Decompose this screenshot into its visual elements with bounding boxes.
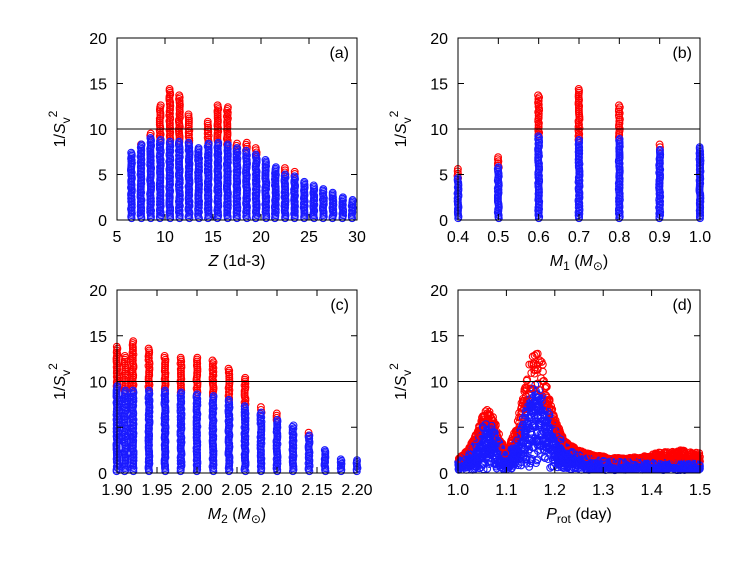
y-tick-label: 5	[98, 420, 107, 437]
x-tick-label: 0.7	[568, 229, 590, 246]
y-axis-label: 1/Sv2	[46, 110, 73, 147]
x-tick-label: 1.0	[689, 229, 711, 246]
x-tick-label: 15	[204, 229, 222, 246]
x-tick-label: 2.20	[341, 482, 372, 499]
x-tick-label: 30	[348, 229, 366, 246]
x-axis-label: M2 (M⊙)	[208, 506, 267, 526]
x-tick-label: 1.90	[101, 482, 132, 499]
data-points	[128, 86, 356, 222]
panel-label: (c)	[330, 297, 349, 314]
x-tick-label: 5	[113, 229, 122, 246]
y-tick-label: 0	[98, 213, 107, 230]
x-axis-label: M1 (M⊙)	[550, 253, 609, 273]
y-tick-label: 10	[89, 375, 107, 392]
y-tick-label: 15	[89, 329, 107, 346]
x-tick-label: 0.9	[649, 229, 671, 246]
x-tick-label: 2.15	[301, 482, 332, 499]
x-axis-label: Z (1d-3)	[208, 253, 266, 270]
y-tick-label: 0	[98, 466, 107, 483]
y-tick-label: 5	[439, 168, 448, 185]
x-tick-label: 0.6	[528, 229, 550, 246]
y-tick-label: 15	[430, 77, 448, 94]
x-tick-label: 2.05	[221, 482, 252, 499]
data-points	[455, 350, 703, 473]
x-tick-label: 25	[300, 229, 318, 246]
y-tick-label: 0	[439, 213, 448, 230]
x-tick-label: 2.00	[181, 482, 212, 499]
y-tick-label: 5	[98, 168, 107, 185]
x-tick-label: 1.95	[141, 482, 172, 499]
y-tick-label: 10	[89, 122, 107, 139]
x-tick-label: 20	[252, 229, 270, 246]
x-tick-label: 0.8	[608, 229, 630, 246]
y-tick-label: 15	[89, 77, 107, 94]
y-tick-label: 10	[430, 122, 448, 139]
x-tick-label: 0.4	[447, 229, 469, 246]
data-points	[454, 86, 704, 222]
x-tick-label: 2.10	[261, 482, 292, 499]
panel-c: 1.90 1.95 2.00 2.05 2.10 2.15 2.20 0 5 10 15 20 (c) 1…	[46, 283, 373, 526]
y-tick-label: 20	[430, 31, 448, 48]
panel-label: (a)	[329, 45, 349, 62]
y-axis-label: 1/Sv2	[46, 363, 73, 400]
x-tick-label: 10	[156, 229, 174, 246]
panel-label: (b)	[672, 45, 692, 62]
y-axis-label: 1/Sv2	[387, 110, 414, 147]
data-points	[113, 338, 361, 475]
panel-b: 0.4 0.5 0.6 0.7 0.8 0.9 1.0 0 5 10 15 20 (b) 1/Sv2 M1 …	[387, 31, 711, 273]
y-tick-label: 20	[89, 31, 107, 48]
y-tick-label: 20	[89, 283, 107, 300]
x-tick-label: 0.5	[487, 229, 509, 246]
